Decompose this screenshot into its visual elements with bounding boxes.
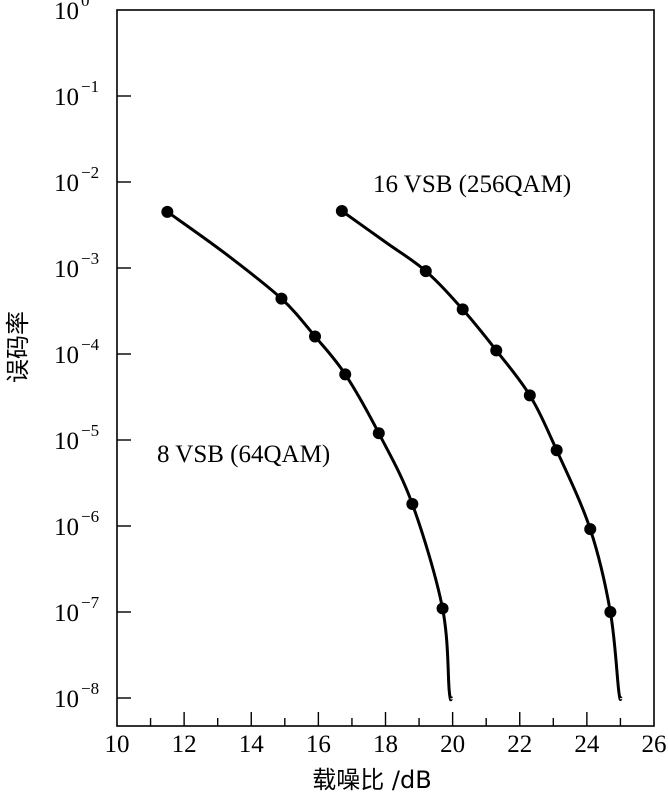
- data-point: [335, 205, 348, 218]
- x-axis-ticks: 10 12 14 16 18 20 22 24 26: [105, 712, 667, 758]
- data-point: [550, 444, 563, 457]
- x-tick-label: 14: [239, 731, 265, 758]
- y-tick-label: 10 −2: [54, 163, 99, 197]
- x-tick-label: 20: [440, 731, 465, 758]
- data-point: [372, 427, 385, 440]
- data-point: [523, 389, 536, 402]
- data-point: [436, 602, 449, 615]
- x-axis-title: 载噪比 /dB: [312, 766, 431, 794]
- data-point: [604, 606, 617, 618]
- x-tick-label: 26: [642, 731, 667, 758]
- y-tick-label: 10 0: [54, 0, 90, 25]
- y-tick-label: 10 −1: [54, 77, 99, 111]
- data-point: [275, 292, 288, 305]
- data-point: [406, 498, 419, 511]
- data-point: [490, 344, 503, 357]
- y-axis-title: 误码率: [4, 311, 32, 383]
- series-layer: [161, 205, 623, 702]
- data-point: [456, 303, 469, 316]
- x-tick-label: 10: [105, 731, 130, 758]
- data-point: [419, 265, 432, 278]
- y-tick-label: 10 −3: [54, 249, 99, 283]
- y-tick-label: 10 −6: [54, 507, 99, 541]
- data-point: [309, 330, 322, 343]
- x-tick-label: 16: [306, 731, 331, 758]
- y-tick-label: 10 −5: [54, 421, 99, 455]
- y-tick-label: 10 −4: [54, 335, 100, 369]
- y-tick-label: 10 −7: [54, 593, 100, 627]
- y-tick-label: 10 −8: [54, 679, 99, 713]
- x-tick-label: 24: [574, 731, 600, 758]
- data-point: [339, 368, 352, 381]
- x-tick-label: 18: [373, 731, 398, 758]
- data-point: [161, 205, 174, 218]
- series-line-0: [166, 210, 454, 702]
- data-point: [584, 523, 597, 536]
- x-tick-label: 12: [172, 731, 197, 758]
- label-8vsb: 8 VSB (64QAM): [157, 441, 330, 468]
- label-16vsb: 16 VSB (256QAM): [373, 171, 571, 198]
- x-tick-label: 22: [507, 731, 532, 758]
- plot-frame: [116, 9, 655, 727]
- series-line-1: [340, 209, 623, 702]
